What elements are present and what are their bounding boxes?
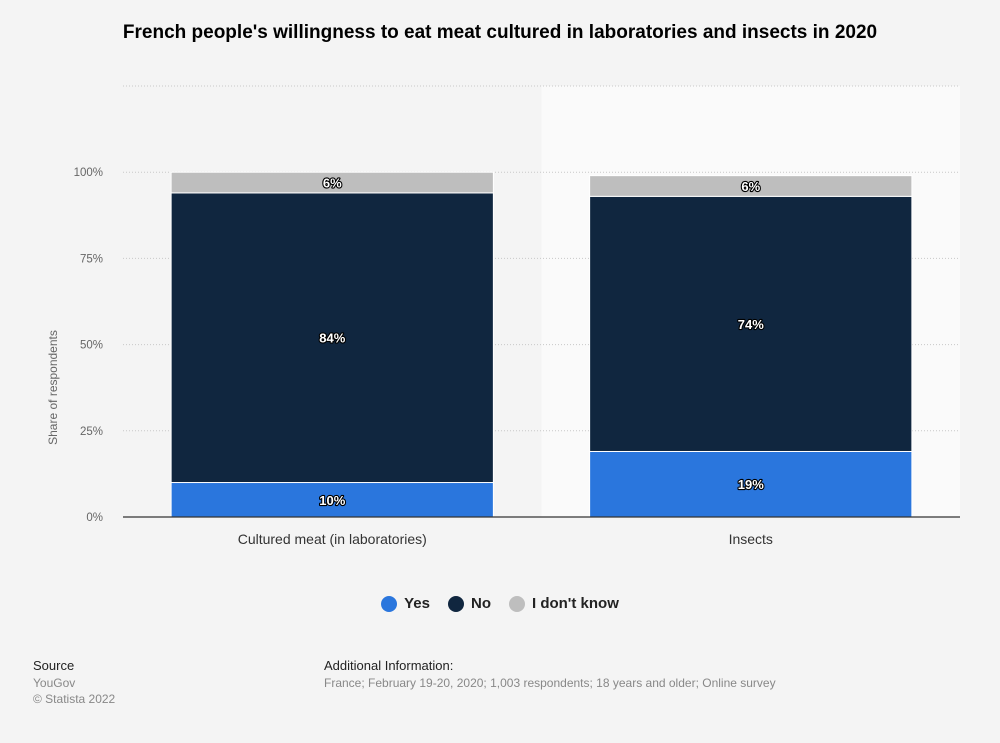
bar-segment[interactable] <box>170 482 494 518</box>
y-tick-label: 25% <box>80 426 103 438</box>
legend-marker-yes <box>381 595 398 612</box>
y-tick-label: 75% <box>80 253 103 265</box>
copyright[interactable]: © Statista 2022 <box>33 692 116 706</box>
source-block: Source YouGov © Statista 2022 <box>33 658 115 706</box>
bar-segment[interactable] <box>589 175 913 197</box>
data-label: 19% <box>738 477 764 492</box>
legend-item-yes[interactable]: Yes <box>381 595 430 612</box>
source-heading: Source <box>33 658 75 673</box>
legend-marker-dont-know <box>508 595 525 612</box>
additional-info-text: France; February 19-20, 2020; 1,003 resp… <box>324 676 776 690</box>
bar-segment[interactable] <box>589 450 913 518</box>
x-tick-label: Insects <box>729 531 773 547</box>
additional-info-block: Additional Information: France; February… <box>324 658 776 690</box>
chart-area: 0% 25% 50% 75% 100% Share of respondents 10% 84… <box>46 85 960 547</box>
data-label: 74% <box>738 317 764 332</box>
legend-marker-no <box>447 595 464 612</box>
x-tick-label: Cultured meat (in laboratories) <box>238 531 427 547</box>
data-label: 84% <box>319 331 345 346</box>
source-name[interactable]: YouGov <box>33 676 76 690</box>
legend: Yes No I don't know <box>0 595 1000 612</box>
additional-info-heading: Additional Information: <box>324 658 454 673</box>
legend-label-no: No <box>470 595 491 612</box>
y-tick-label: 100% <box>74 167 103 179</box>
legend-item-no[interactable]: No <box>447 595 491 612</box>
data-label: 6% <box>323 176 342 191</box>
y-tick-label: 0% <box>86 512 103 524</box>
y-axis-title: Share of respondents <box>46 330 60 445</box>
y-tick-label: 50% <box>80 340 103 352</box>
bar-segment[interactable] <box>170 192 494 484</box>
chart-title: French people's willingness to eat meat … <box>122 22 878 43</box>
bar-segment[interactable] <box>170 171 494 194</box>
data-label: 10% <box>319 493 345 508</box>
legend-label-yes: Yes <box>404 595 430 612</box>
legend-label-dont-know: I don't know <box>531 595 619 612</box>
legend-item-dont-know[interactable]: I don't know <box>508 595 619 612</box>
data-label: 6% <box>741 179 760 194</box>
